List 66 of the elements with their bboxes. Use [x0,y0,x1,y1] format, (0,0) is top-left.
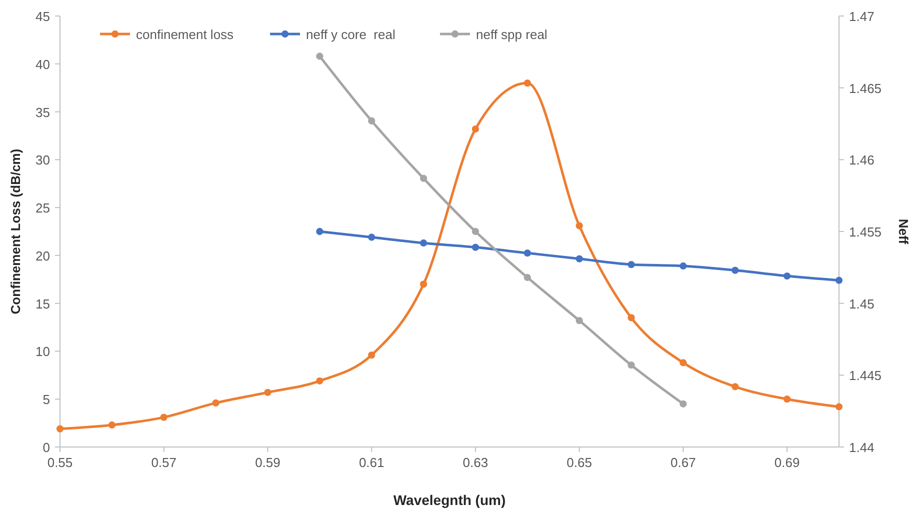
point [316,228,324,236]
point [472,125,480,133]
y2-tick-label: 1.47 [849,9,874,24]
x-tick-label: 0.67 [670,455,696,470]
legend-label: neff y core real [306,27,396,42]
x-tick-label: 0.55 [47,455,73,470]
x-tick-label: 0.69 [774,455,800,470]
y-tick-label: 10 [36,344,50,360]
y-axis-title: Confinement Loss (dB/cm) [8,148,23,314]
x-tick-label: 0.61 [358,455,384,470]
point [212,399,220,407]
y2-tick-label: 1.445 [849,368,882,384]
point [732,383,739,390]
point [108,421,116,429]
point [680,400,687,408]
legend-label: confinement loss [136,27,234,42]
y-tick-label: 25 [36,200,50,216]
point [628,260,635,268]
point [472,244,480,251]
point [835,276,843,284]
point [732,266,739,274]
y-tick-label: 45 [36,9,50,24]
point [316,377,324,384]
y-tick-label: 30 [36,152,50,168]
point [264,388,272,396]
x-tick-label: 0.63 [462,455,488,470]
point [420,280,428,288]
point [420,174,428,182]
y-tick-label: 5 [42,392,50,408]
x-axis-title: Wavelegnth (um) [393,492,506,508]
y2-tick-label: 1.46 [849,152,874,168]
point [628,362,635,369]
y2-tick-label: 1.465 [849,80,882,96]
legend-label: neff spp real [476,27,548,42]
point [160,414,168,421]
point [368,117,376,124]
point [835,403,843,410]
point [576,317,583,324]
point [524,249,531,257]
point [368,234,376,241]
y-tick-label: 35 [36,104,50,120]
point [524,274,531,282]
y-tick-label: 40 [36,56,50,72]
y2-axis-title: Neff [896,218,911,245]
point [628,314,635,322]
y-tick-label: 15 [36,296,50,312]
point [316,52,324,60]
point [524,79,531,87]
x-tick-label: 0.57 [151,455,177,470]
y2-tick-label: 1.44 [849,440,874,455]
point [680,359,687,366]
point [420,239,428,247]
point [472,228,480,236]
point [56,425,64,432]
x-tick-label: 0.59 [255,455,280,470]
y-tick-label: 20 [36,248,50,264]
y-tick-label: 0 [42,440,50,455]
point [784,396,791,403]
point [576,222,583,230]
point [680,262,687,270]
y2-tick-label: 1.45 [849,296,874,312]
point [784,272,791,280]
y2-tick-label: 1.455 [849,224,882,240]
x-tick-label: 0.65 [566,455,592,470]
point [576,255,583,262]
point [368,351,376,359]
